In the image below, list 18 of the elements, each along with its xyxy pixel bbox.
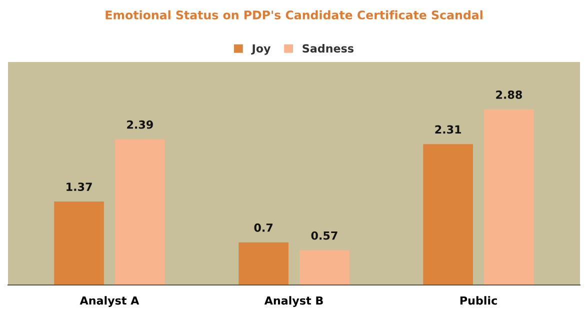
chart-title: Emotional Status on PDP's Candidate Certificate Scandal bbox=[106, 10, 482, 20]
bar bbox=[300, 250, 350, 285]
data-label: 2.88 bbox=[496, 90, 522, 99]
x-tick-label: Public bbox=[460, 296, 497, 305]
data-label: 0.7 bbox=[254, 223, 273, 232]
bar bbox=[423, 144, 473, 285]
bar bbox=[115, 139, 165, 285]
data-label: 0.57 bbox=[311, 231, 338, 240]
data-label: 2.39 bbox=[127, 120, 153, 129]
x-tick-label: Analyst A bbox=[80, 296, 140, 307]
bar bbox=[484, 109, 534, 285]
legend-label: Sadness bbox=[302, 44, 354, 53]
data-label: 2.31 bbox=[435, 125, 462, 134]
legend-label: Joy bbox=[251, 44, 271, 55]
bar bbox=[238, 242, 288, 285]
bar bbox=[54, 201, 104, 285]
data-label: 1.37 bbox=[66, 182, 92, 191]
x-tick-label: Analyst B bbox=[264, 296, 323, 307]
